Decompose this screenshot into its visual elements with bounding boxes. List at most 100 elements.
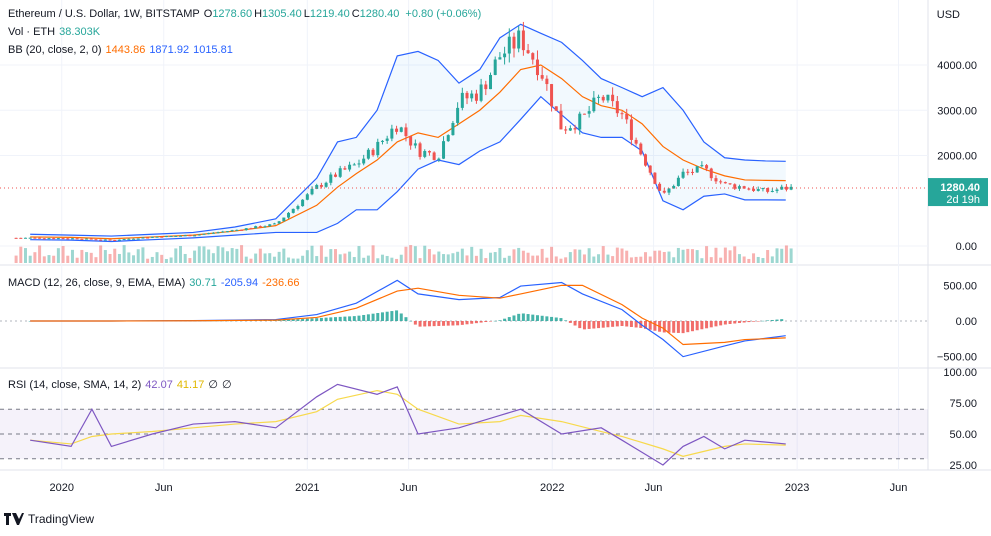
candle-body bbox=[592, 97, 596, 112]
candle-body bbox=[146, 237, 150, 239]
time-tick-label: Jun bbox=[645, 482, 663, 494]
candle-body bbox=[75, 238, 79, 240]
volume-bar bbox=[343, 253, 347, 263]
volume-bar bbox=[225, 251, 229, 263]
candle-body bbox=[169, 235, 173, 237]
candle-body bbox=[601, 96, 605, 101]
tradingview-logo-icon bbox=[4, 513, 24, 525]
candle-body bbox=[343, 168, 347, 170]
candle-body bbox=[94, 239, 98, 241]
volume-bar bbox=[550, 246, 554, 263]
macd-histogram-bar bbox=[366, 314, 370, 321]
volume-bar bbox=[479, 248, 483, 263]
candle-body bbox=[747, 188, 751, 190]
volume-bar bbox=[644, 252, 648, 263]
candle-body bbox=[554, 106, 558, 111]
candle-body bbox=[568, 128, 572, 131]
macd-histogram-bar bbox=[432, 321, 436, 327]
volume-bar bbox=[94, 257, 98, 263]
volume-bar bbox=[606, 254, 610, 263]
volume-bar bbox=[169, 257, 173, 263]
macd-histogram-bar bbox=[695, 321, 699, 331]
volume-bar bbox=[61, 246, 65, 263]
volume-bar bbox=[409, 245, 413, 263]
tradingview-brand[interactable]: TradingView bbox=[4, 512, 94, 526]
candle-body bbox=[362, 158, 366, 164]
rsi-tick-label: 100.00 bbox=[943, 367, 977, 379]
macd-histogram-bar bbox=[423, 321, 427, 327]
volume-bar bbox=[554, 256, 558, 263]
volume-bar bbox=[56, 248, 60, 263]
macd-histogram-bar bbox=[559, 318, 563, 321]
candle-body bbox=[282, 217, 286, 222]
volume-bar bbox=[780, 248, 784, 263]
candle-body bbox=[376, 141, 380, 156]
volume-bar bbox=[324, 256, 328, 263]
candle-body bbox=[629, 119, 633, 140]
macd-histogram-bar bbox=[409, 320, 413, 322]
candle-body bbox=[70, 238, 74, 240]
macd-histogram-bar bbox=[460, 321, 464, 325]
macd-histogram-bar bbox=[568, 321, 572, 323]
macd-histogram-bar bbox=[277, 320, 281, 321]
macd-histogram-bar bbox=[629, 321, 633, 327]
candle-body bbox=[474, 93, 478, 101]
macd-histogram-bar bbox=[512, 315, 516, 321]
candle-body bbox=[644, 154, 648, 166]
bb-lower-line bbox=[30, 95, 786, 243]
macd-histogram-bar bbox=[479, 321, 483, 323]
candle-body bbox=[80, 238, 84, 240]
candle-body bbox=[681, 171, 685, 178]
candle-body bbox=[19, 237, 23, 239]
volume-bar bbox=[164, 258, 168, 263]
candle-body bbox=[789, 186, 793, 190]
macd-histogram-bar bbox=[357, 315, 361, 321]
macd-histogram-bar bbox=[737, 321, 741, 323]
time-tick-label: 2021 bbox=[295, 482, 319, 494]
macd-histogram-bar bbox=[493, 320, 497, 322]
volume-bar bbox=[287, 257, 291, 263]
volume-bar bbox=[296, 258, 300, 263]
macd-tick-label: 500.00 bbox=[943, 280, 977, 292]
candle-body bbox=[578, 113, 582, 130]
rsi-tick-label: 25.00 bbox=[949, 460, 977, 472]
macd-histogram-bar bbox=[690, 321, 694, 332]
volume-bar bbox=[99, 245, 103, 263]
macd-histogram-bar bbox=[545, 316, 549, 321]
macd-signal-line bbox=[30, 284, 786, 346]
candle-body bbox=[507, 36, 511, 54]
volume-bar bbox=[42, 256, 46, 263]
price-tag-box bbox=[928, 178, 988, 207]
volume-bar bbox=[484, 258, 488, 263]
macd-histogram-bar bbox=[644, 321, 648, 329]
candle-body bbox=[258, 226, 262, 228]
volume-bar bbox=[564, 257, 568, 263]
candle-body bbox=[287, 212, 291, 218]
candle-body bbox=[127, 238, 131, 240]
macd-histogram-bar bbox=[592, 321, 596, 329]
volume-bar bbox=[775, 248, 779, 263]
bb-legend: BB (20, close, 2, 0) 1443.86 1871.92 1015.8… bbox=[8, 44, 233, 56]
volume-bar bbox=[141, 247, 145, 263]
volume-bar bbox=[390, 257, 394, 263]
macd-legend: MACD (12, 26, close, 9, EMA, EMA) 30.71 -2… bbox=[8, 277, 300, 289]
volume-bar bbox=[512, 249, 516, 263]
candle-body bbox=[291, 208, 295, 213]
macd-histogram-bar bbox=[315, 318, 319, 321]
candle-body bbox=[56, 238, 60, 240]
volume-bar bbox=[709, 257, 713, 263]
candle-body bbox=[728, 183, 732, 185]
volume-bar bbox=[127, 252, 131, 263]
candle-body bbox=[244, 228, 248, 231]
volume-bar bbox=[376, 258, 380, 263]
candle-body bbox=[695, 166, 699, 173]
volume-bar bbox=[573, 249, 577, 263]
candle-body bbox=[582, 113, 586, 115]
volume-bar bbox=[221, 247, 225, 263]
volume-bar bbox=[211, 253, 215, 263]
volume-bar bbox=[418, 258, 422, 263]
candle-body bbox=[512, 36, 516, 49]
candle-body bbox=[517, 30, 521, 49]
macd-histogram-bar bbox=[634, 321, 638, 328]
